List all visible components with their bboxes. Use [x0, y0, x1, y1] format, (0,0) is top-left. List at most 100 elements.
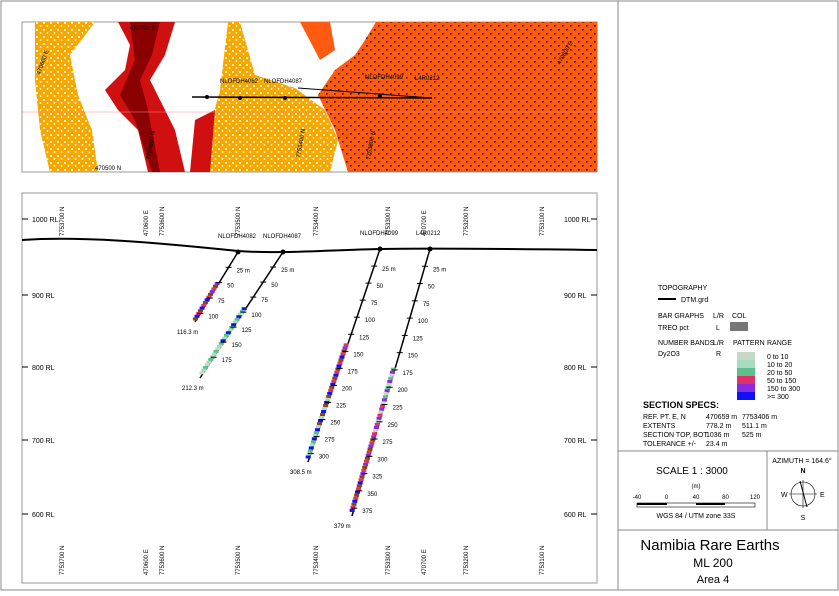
collar: [235, 249, 241, 255]
grid-label: 7753100 N: [540, 207, 546, 236]
legend-swatch: [737, 392, 755, 400]
specs-cell: TOLERANCE +/-: [643, 441, 697, 448]
specs-cell: 470659 m: [706, 414, 737, 421]
depth-label: 25 m: [433, 267, 446, 273]
depth-label: 100: [418, 319, 429, 325]
depth-label: 100: [365, 318, 376, 324]
legend-text: RANGE: [767, 340, 792, 347]
depth-label: 300: [377, 457, 388, 463]
depth-label: 75: [371, 301, 378, 307]
depth-label: 300: [319, 455, 330, 461]
grid-label: 7753200 N: [464, 207, 470, 236]
end-depth: 379 m: [334, 524, 351, 530]
legend-range: 50 to 150: [767, 378, 796, 385]
specs-cell: EXTENTS: [643, 423, 676, 430]
specs-title: SECTION SPECS:: [643, 400, 719, 410]
section-frame: [21, 192, 598, 584]
legend-range: 10 to 20: [767, 362, 792, 369]
specs-cell: 778.2 m: [706, 423, 731, 430]
grid-label: 7753200 N: [464, 546, 470, 575]
scale-tick-label: 0: [665, 495, 669, 501]
scale-title: SCALE 1 : 3000: [656, 466, 728, 477]
rl-label: 900 RL: [564, 293, 587, 300]
title-block: Namibia Rare Earths ML 200 Area 4: [640, 537, 779, 586]
end-depth: 116.3 m: [177, 330, 198, 336]
legend-range: 150 to 300: [767, 386, 800, 393]
depth-label: 25 m: [382, 267, 395, 273]
legend-text: COL: [732, 313, 747, 320]
scale-tick-label: 120: [750, 495, 761, 501]
scale-datum: WGS 84 / UTM zone 33S: [657, 513, 736, 520]
depth-label: 75: [261, 298, 268, 304]
grid-label: 470700 E: [422, 549, 428, 575]
depth-label: 125: [359, 335, 370, 341]
depth-label: 50: [428, 285, 435, 291]
map-grid-label: 470700 E: [130, 26, 156, 32]
depth-label: 150: [408, 354, 419, 360]
azimuth-arrow: [799, 480, 808, 508]
section-specs: SECTION SPECS: REF. PT. E, N 470659 m 7753…: [643, 400, 777, 448]
specs-cell: 23.4 m: [706, 441, 728, 448]
scale-fill: [696, 503, 725, 505]
scale-unit: (m): [692, 484, 701, 490]
depth-label: 175: [403, 371, 414, 377]
grid-label: 7753300 N: [386, 207, 392, 236]
map-hole-label: NLOFDH4099: [365, 75, 404, 81]
grid-label: 7753700 N: [60, 546, 66, 575]
legend-heading: BAR GRAPHS: [658, 313, 704, 320]
depth-label: 150: [232, 343, 243, 349]
depth-label: 75: [423, 302, 430, 308]
grid-label: 7753700 N: [60, 207, 66, 236]
rl-label: 900 RL: [32, 293, 55, 300]
collar: [280, 249, 286, 255]
depth-label: 50: [376, 284, 383, 290]
end-depth: 308.5 m: [290, 470, 312, 476]
scale-tick-label: -40: [633, 495, 642, 501]
depth-label: 250: [330, 421, 341, 427]
depth-label: 175: [348, 369, 359, 375]
specs-cell: REF. PT. E, N: [643, 414, 686, 421]
legend-swatch: [737, 360, 755, 368]
specs-cell: 7753406 m: [742, 414, 777, 421]
grid-label: 7753300 N: [386, 546, 392, 575]
depth-label: 375: [362, 509, 373, 515]
depth-label: 275: [325, 438, 336, 444]
depth-label: 125: [413, 336, 424, 342]
legend-text: L/R: [713, 313, 724, 320]
depth-label: 25 m: [237, 268, 250, 274]
legend-text: DTM.grd: [681, 297, 708, 304]
depth-label: 350: [367, 492, 378, 498]
map-grid-label: 7753400 N: [296, 128, 307, 158]
hole-name: L4R0212: [416, 231, 441, 237]
hole-name: NLOFDH4082: [218, 234, 257, 240]
depth-label: 50: [227, 284, 234, 290]
scale-bar: SCALE 1 : 3000 (m) -40 0 40 80 120 WGS 84 / …: [633, 466, 761, 520]
legend-range: >= 300: [767, 394, 789, 401]
grid-label: 7753400 N: [314, 546, 320, 575]
grid-label: 7753600 N: [160, 546, 166, 575]
map-grid-label: 470500 N: [95, 166, 121, 172]
legend-text: PATTERN: [733, 340, 765, 347]
specs-cell: 525 m: [742, 432, 762, 439]
depth-label: 125: [241, 328, 252, 334]
end-depth: 212.3 m: [182, 386, 204, 392]
map-hole-label: L4R0212: [415, 76, 440, 82]
depth-label: 200: [398, 388, 409, 394]
depth-label: 150: [353, 352, 364, 358]
legend-heading: NUMBER BANDS: [658, 340, 715, 347]
rl-label: 600 RL: [564, 512, 587, 519]
map-section-line: [191, 87, 433, 100]
legend-heading: TOPOGRAPHY: [658, 285, 708, 292]
grid-label: 470600 E: [144, 210, 150, 236]
specs-cell: SECTION TOP, BOT: [643, 432, 708, 439]
legend-range: 0 to 10: [767, 354, 789, 361]
depth-label: 175: [222, 358, 233, 364]
depth-label: 225: [393, 406, 404, 412]
scale-fill: [637, 503, 667, 505]
hole-name: NLOFDH4087: [263, 234, 302, 240]
depth-label: 100: [208, 314, 219, 320]
depth-label: 75: [218, 299, 225, 305]
legend-swatch: [737, 368, 755, 376]
rl-label: 700 RL: [32, 438, 55, 445]
legend-swatch: [737, 384, 755, 392]
